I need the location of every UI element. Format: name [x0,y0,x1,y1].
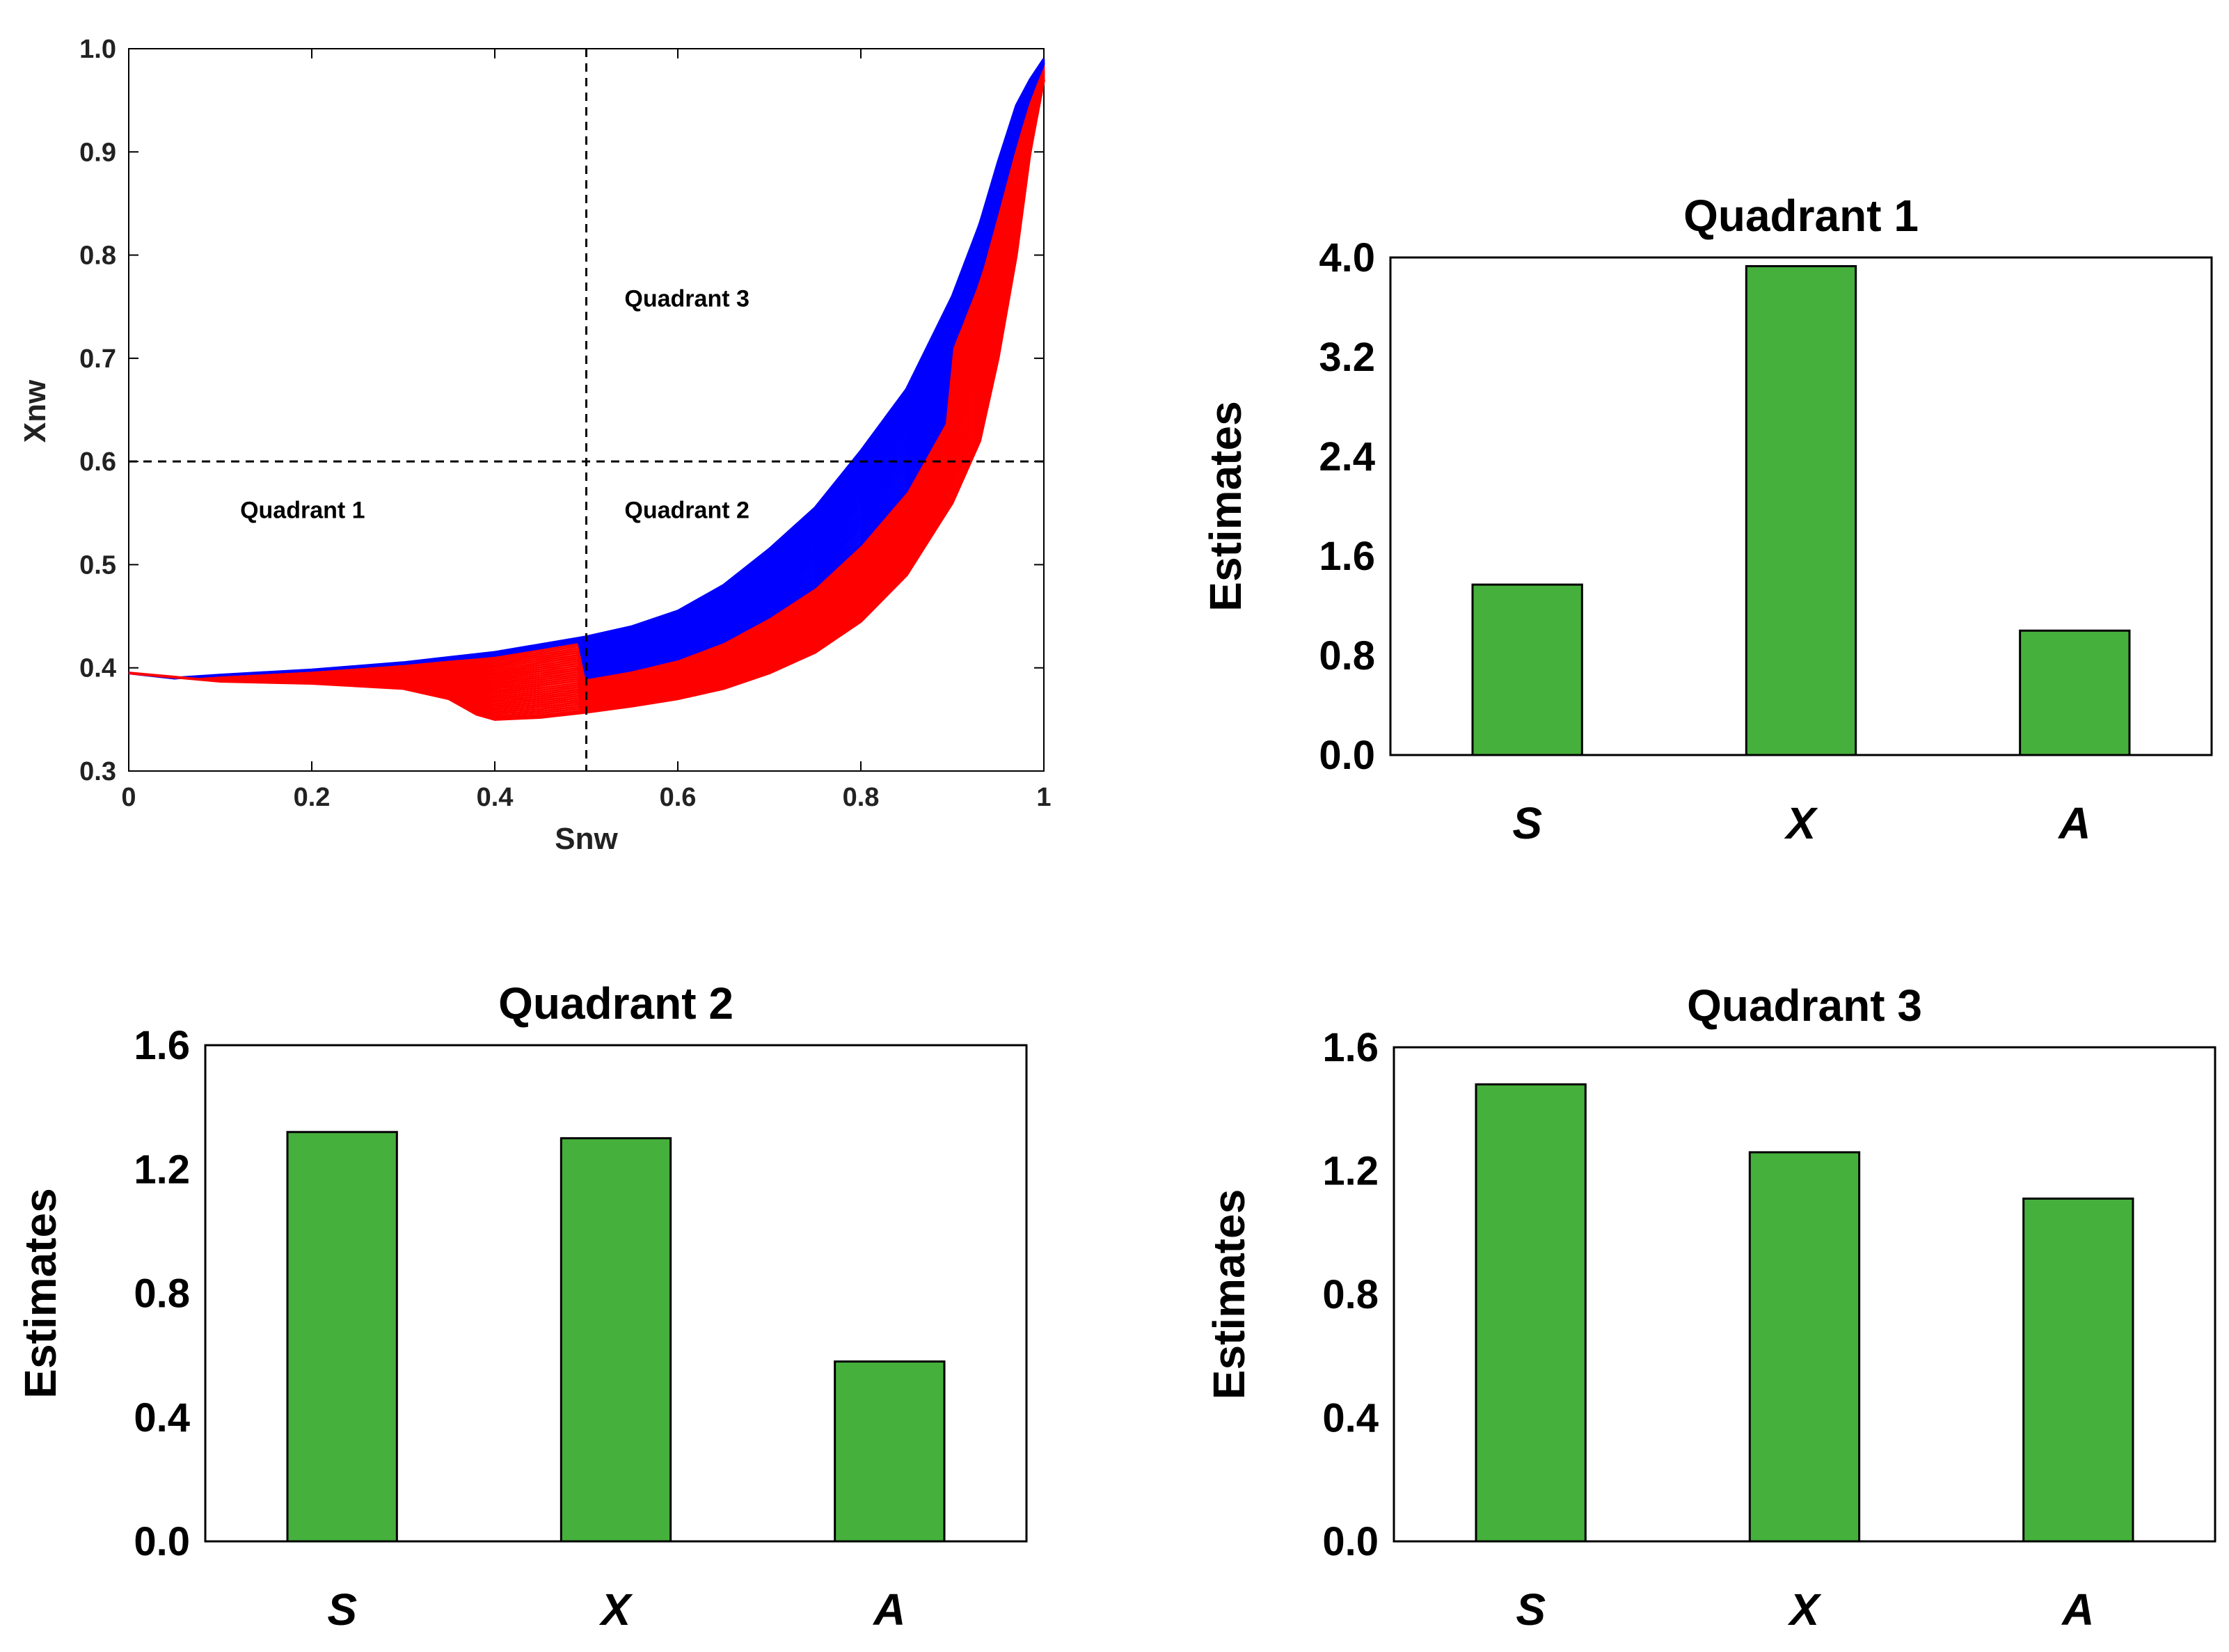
x-axis-label: Snw [555,822,618,856]
line-chart-panel: 0 0.2 0.4 0.6 0.8 1 0.3 0.4 0.5 0.6 0.7 0.8 0.9 1.0 Sn… [18,35,1052,856]
y-tick-label: 0.9 [79,138,116,167]
y-tick-label: 0.7 [79,344,116,374]
bar-x [560,1137,672,1543]
y-axis-label: Estimates [15,1188,65,1398]
bar-chart-quadrant-1: Quadrant 1 0.0 0.8 1.6 2.4 3.2 4.0 Estimates S X A [1200,191,2213,848]
chart-title: Quadrant 2 [498,978,733,1028]
bar-chart-quadrant-3: Quadrant 3 0.0 0.4 0.8 1.2 1.6 Estimates S X A [1204,980,2216,1635]
y-tick-label: 1.0 [79,35,116,64]
y-tick-label: 0.0 [1319,733,1375,778]
chart-title: Quadrant 1 [1683,191,1919,241]
y-tick-label: 0.8 [1322,1272,1379,1317]
category-label-a: A [2057,798,2091,848]
y-tick-label: 0.4 [134,1395,190,1440]
y-tick-label: 1.6 [134,1023,190,1068]
x-tick-label: 0 [121,783,136,812]
y-tick-label: 3.2 [1319,335,1375,380]
category-label-x: X [1784,798,1818,848]
x-tick-label: 0.2 [294,783,331,812]
bar-a [2019,629,2131,756]
bar-x [1748,1151,1861,1543]
y-tick-label: 0.8 [134,1271,190,1317]
y-tick-label: 0.0 [1322,1519,1379,1564]
region-label-quadrant-3: Quadrant 3 [624,286,749,312]
y-tick-label: 0.8 [1319,633,1375,678]
x-tick-label: 0.4 [477,783,514,812]
y-axis-label: Estimates [1200,401,1251,611]
y-tick-label: 1.2 [134,1147,190,1192]
y-axis-label: Estimates [1204,1189,1254,1399]
category-label-x: X [1788,1585,1822,1635]
bar-chart-quadrant-2: Quadrant 2 0.0 0.4 0.8 1.2 1.6 Estimates S X A [15,978,1028,1635]
bar-a [834,1360,946,1543]
category-label-x: X [599,1585,633,1635]
y-tick-label: 0.5 [79,550,116,580]
y-tick-label: 0.6 [79,447,116,477]
x-tick-label: 0.8 [843,783,880,812]
y-tick-label: 0.8 [79,241,116,271]
series-lower-envelope [128,79,1045,721]
y-tick-label: 4.0 [1319,235,1375,280]
y-tick-label: 0.3 [79,757,116,786]
y-tick-label: 1.2 [1322,1149,1379,1194]
y-axis-label: Xnw [18,379,52,443]
bar-s [286,1131,398,1543]
bar-s [1475,1083,1587,1543]
x-tick-label: 0.6 [660,783,697,812]
bar-a [2022,1197,2134,1543]
y-tick-label: 1.6 [1319,534,1375,579]
x-tick-label: 1 [1036,783,1051,812]
y-tick-label: 0.4 [79,654,116,683]
y-tick-label: 0.0 [134,1519,190,1564]
category-label-s: S [1516,1585,1546,1635]
region-label-quadrant-1: Quadrant 1 [240,498,365,524]
category-label-s: S [327,1585,357,1635]
chart-title: Quadrant 3 [1687,980,1922,1031]
region-label-quadrant-2: Quadrant 2 [624,498,749,524]
y-tick-label: 1.6 [1322,1025,1379,1070]
category-label-a: A [872,1585,905,1635]
y-tick-label: 2.4 [1319,434,1375,479]
bar-x [1745,265,1857,756]
bar-s [1471,583,1583,756]
y-tick-label: 0.4 [1322,1396,1379,1441]
category-label-a: A [2061,1585,2094,1635]
series-upper-envelope [128,58,1045,680]
category-label-s: S [1512,798,1542,848]
